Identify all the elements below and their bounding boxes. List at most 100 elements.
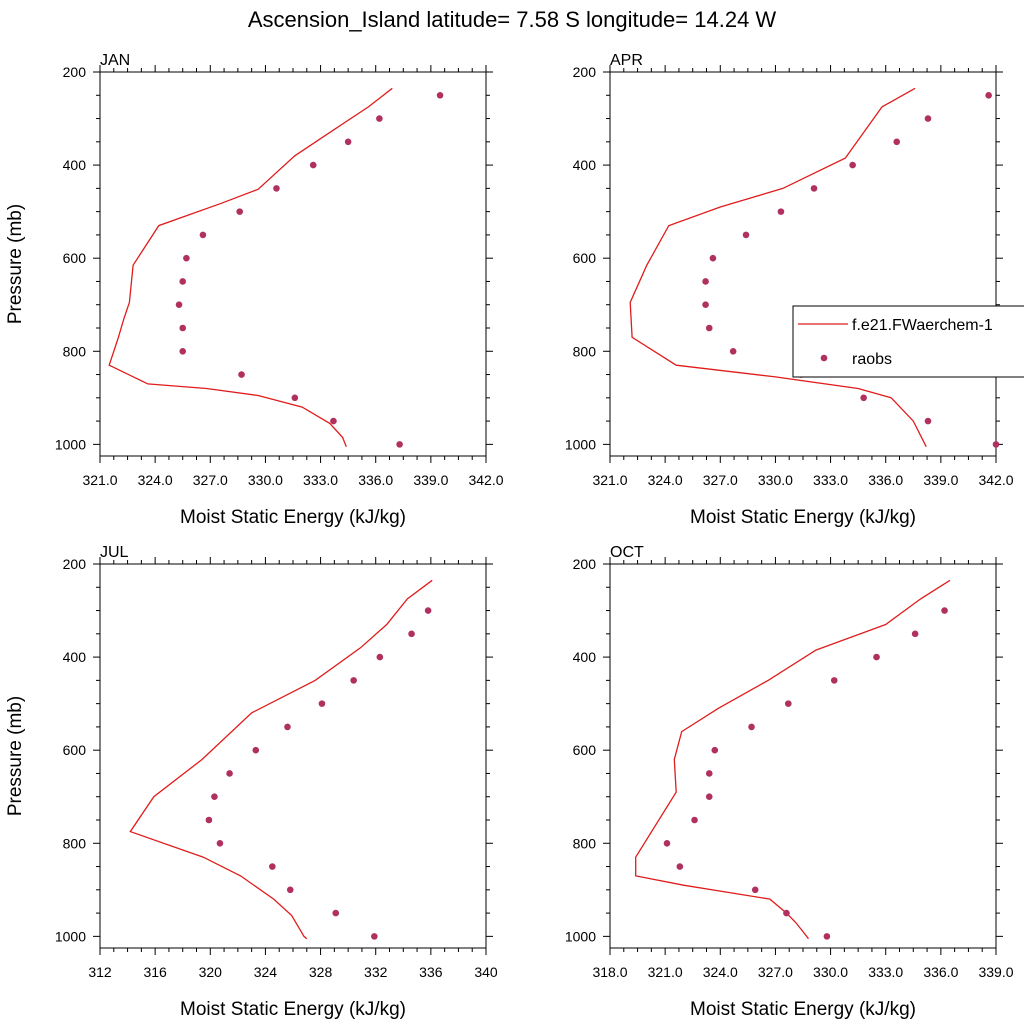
apr-x-tick-label: 321.0	[592, 472, 627, 488]
apr-x-tick-label: 330.0	[758, 472, 793, 488]
legend: f.e21.FWaerchem-1 raobs	[792, 305, 1024, 378]
oct-x-tick-label: 318.0	[592, 964, 627, 980]
oct-x-axis-label: Moist Static Energy (kJ/kg)	[690, 999, 916, 1020]
jul-y-tick-label: 400	[63, 649, 87, 665]
panel-jan: JAN 321.0 324.0 327.0 330.0 333.0 336.0 339.0 34…	[5, 52, 504, 528]
jul-raobs-point	[318, 700, 326, 707]
oct-raobs-point	[705, 793, 713, 801]
jan-raobs-point	[179, 324, 187, 332]
apr-raobs-point	[742, 231, 750, 239]
jul-y-tick-label: 600	[63, 742, 87, 758]
jan-x-tick-label: 321.0	[82, 472, 117, 488]
apr-x-tick-label: 327.0	[703, 472, 738, 488]
jul-raobs-point	[252, 746, 260, 754]
legend-obs-label: raobs	[852, 351, 892, 368]
oct-raobs-point	[705, 770, 713, 777]
oct-y-tick-label: 200	[573, 556, 597, 572]
oct-raobs-point	[663, 839, 671, 847]
jul-y-tick-label: 200	[63, 556, 87, 572]
jul-x-tick-label: 328	[309, 964, 333, 980]
jul-x-axis-label: Moist Static Energy (kJ/kg)	[180, 999, 406, 1020]
jul-raobs-point	[408, 630, 415, 638]
oct-x-tick-label: 330.0	[813, 964, 848, 980]
oct-raobs-point	[873, 653, 880, 661]
apr-raobs-point	[924, 417, 932, 425]
oct-raobs-point	[676, 863, 684, 870]
jul-x-tick-label: 312	[88, 964, 112, 980]
oct-raobs-point	[784, 700, 792, 707]
jan-x-tick-label: 327.0	[193, 472, 228, 488]
oct-raobs-point	[783, 909, 790, 917]
jul-raobs-point	[226, 770, 233, 777]
apr-raobs-point	[924, 115, 932, 122]
jul-raobs-point	[284, 723, 291, 731]
oct-raobs-point	[911, 630, 919, 638]
jan-raobs-point	[376, 115, 383, 122]
jan-y-tick-label: 400	[63, 157, 87, 173]
apr-y-tick-label: 200	[573, 64, 597, 80]
jul-x-tick-label: 332	[364, 964, 388, 980]
jul-raobs-point	[269, 863, 276, 870]
apr-raobs-point	[992, 441, 1000, 448]
jul-raobs-point	[424, 607, 432, 614]
legend-box	[792, 305, 1024, 378]
jan-y-tick-label: 600	[63, 250, 87, 266]
oct-raobs-point	[691, 816, 698, 824]
oct-y-tick-label: 600	[573, 742, 597, 758]
jul-raobs-point	[211, 793, 218, 801]
apr-x-tick-label: 339.0	[923, 472, 958, 488]
jan-y-tick-label: 200	[63, 64, 87, 80]
apr-raobs-point	[705, 324, 713, 332]
oct-raobs-point	[830, 677, 838, 684]
jan-raobs-point	[183, 254, 190, 262]
oct-y-tick-label: 400	[573, 649, 597, 665]
jan-raobs-point	[291, 394, 299, 402]
apr-x-tick-label: 333.0	[813, 472, 848, 488]
jul-raobs-point	[350, 677, 357, 684]
jul-x-tick-label: 316	[143, 964, 167, 980]
apr-raobs-point	[985, 91, 992, 99]
oct-raobs-point	[751, 886, 759, 894]
oct-x-tick-label: 339.0	[978, 964, 1013, 980]
jan-x-tick-label: 330.0	[248, 472, 283, 488]
oct-raobs-point	[941, 607, 948, 614]
jan-raobs-point	[309, 161, 317, 169]
jan-y-axis-label: Pressure (mb)	[5, 204, 26, 324]
apr-panel-title: APR	[610, 52, 643, 69]
legend-obs-marker	[820, 354, 828, 362]
apr-plot-frame	[609, 71, 997, 457]
jan-x-axis-label: Moist Static Energy (kJ/kg)	[180, 507, 406, 528]
jul-x-tick-label: 340	[474, 964, 498, 980]
oct-x-tick-label: 321.0	[648, 964, 683, 980]
jan-raobs-point	[238, 371, 245, 378]
legend-model-label: f.e21.FWaerchem-1	[852, 317, 993, 334]
panel-apr: APR 321.0 324.0 327.0 330.0 333.0 336.0 339.0 34…	[565, 52, 1014, 528]
jan-raobs-point	[436, 91, 444, 99]
jan-x-tick-label: 339.0	[413, 472, 448, 488]
chart-title: Ascension_Island latitude= 7.58 S longit…	[248, 7, 777, 32]
jul-raobs-point	[371, 933, 378, 940]
apr-model-line	[629, 87, 927, 447]
apr-raobs-point	[709, 254, 717, 262]
jan-y-tick-label: 800	[63, 343, 87, 359]
apr-raobs-point	[810, 185, 818, 192]
jan-raobs-point	[344, 138, 352, 146]
apr-y-tick-label: 1000	[565, 436, 596, 452]
apr-raobs-point	[860, 394, 867, 402]
panels: JAN 321.0 324.0 327.0 330.0 333.0 336.0 339.0 34…	[5, 52, 1014, 1020]
jan-raobs-point	[236, 208, 243, 215]
oct-raobs-point	[748, 723, 755, 731]
jan-raobs-point	[179, 347, 187, 355]
oct-x-tick-label: 333.0	[868, 964, 903, 980]
oct-panel-title: OCT	[610, 544, 644, 561]
apr-x-tick-label: 342.0	[978, 472, 1013, 488]
jul-x-tick-label: 324	[254, 964, 278, 980]
jan-x-tick-label: 324.0	[138, 472, 173, 488]
jul-y-axis-label: Pressure (mb)	[5, 696, 26, 816]
jan-panel-title: JAN	[100, 52, 130, 69]
apr-raobs-point	[702, 278, 709, 285]
oct-x-tick-label: 327.0	[758, 964, 793, 980]
apr-raobs-point	[777, 208, 785, 215]
oct-raobs-point	[823, 933, 831, 940]
